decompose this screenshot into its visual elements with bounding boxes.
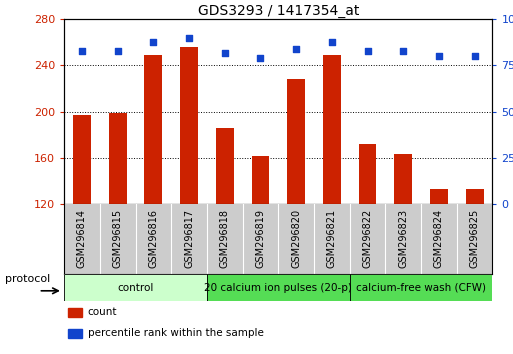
Bar — [287, 79, 305, 204]
Point — [470, 53, 479, 59]
Bar — [216, 127, 234, 204]
Bar — [466, 189, 484, 204]
Bar — [68, 329, 82, 338]
Point — [185, 35, 193, 41]
Text: GSM296820: GSM296820 — [291, 209, 301, 268]
Text: calcium-free wash (CFW): calcium-free wash (CFW) — [356, 282, 486, 293]
Text: GSM296817: GSM296817 — [184, 209, 194, 268]
Point — [363, 48, 371, 53]
Bar — [251, 156, 269, 204]
Title: GDS3293 / 1417354_at: GDS3293 / 1417354_at — [198, 5, 359, 18]
Bar — [207, 274, 350, 301]
Point — [256, 55, 265, 61]
Text: GSM296818: GSM296818 — [220, 209, 230, 268]
Text: GSM296823: GSM296823 — [398, 209, 408, 268]
Bar — [64, 274, 207, 301]
Text: GSM296821: GSM296821 — [327, 209, 337, 268]
Bar — [394, 154, 412, 204]
Text: count: count — [88, 307, 117, 317]
Point — [328, 39, 336, 44]
Bar — [359, 144, 377, 204]
Bar — [180, 47, 198, 204]
Point — [435, 53, 443, 59]
Text: GSM296815: GSM296815 — [113, 209, 123, 268]
Point — [113, 48, 122, 53]
Text: control: control — [117, 282, 154, 293]
Point — [399, 48, 407, 53]
Point — [78, 48, 86, 53]
Text: GSM296814: GSM296814 — [77, 209, 87, 268]
Text: protocol: protocol — [5, 274, 50, 284]
Bar — [109, 113, 127, 204]
Bar — [68, 308, 82, 316]
Text: percentile rank within the sample: percentile rank within the sample — [88, 328, 264, 338]
Text: GSM296824: GSM296824 — [434, 209, 444, 268]
Bar — [145, 55, 162, 204]
Point — [292, 46, 300, 52]
Point — [221, 50, 229, 56]
Bar — [73, 115, 91, 204]
Text: GSM296816: GSM296816 — [148, 209, 159, 268]
Bar — [430, 189, 448, 204]
Point — [149, 39, 157, 44]
Text: 20 calcium ion pulses (20-p): 20 calcium ion pulses (20-p) — [204, 282, 352, 293]
Text: GSM296819: GSM296819 — [255, 209, 265, 268]
Bar — [323, 55, 341, 204]
Text: GSM296825: GSM296825 — [469, 209, 480, 268]
Bar — [350, 274, 492, 301]
Text: GSM296822: GSM296822 — [363, 209, 372, 268]
